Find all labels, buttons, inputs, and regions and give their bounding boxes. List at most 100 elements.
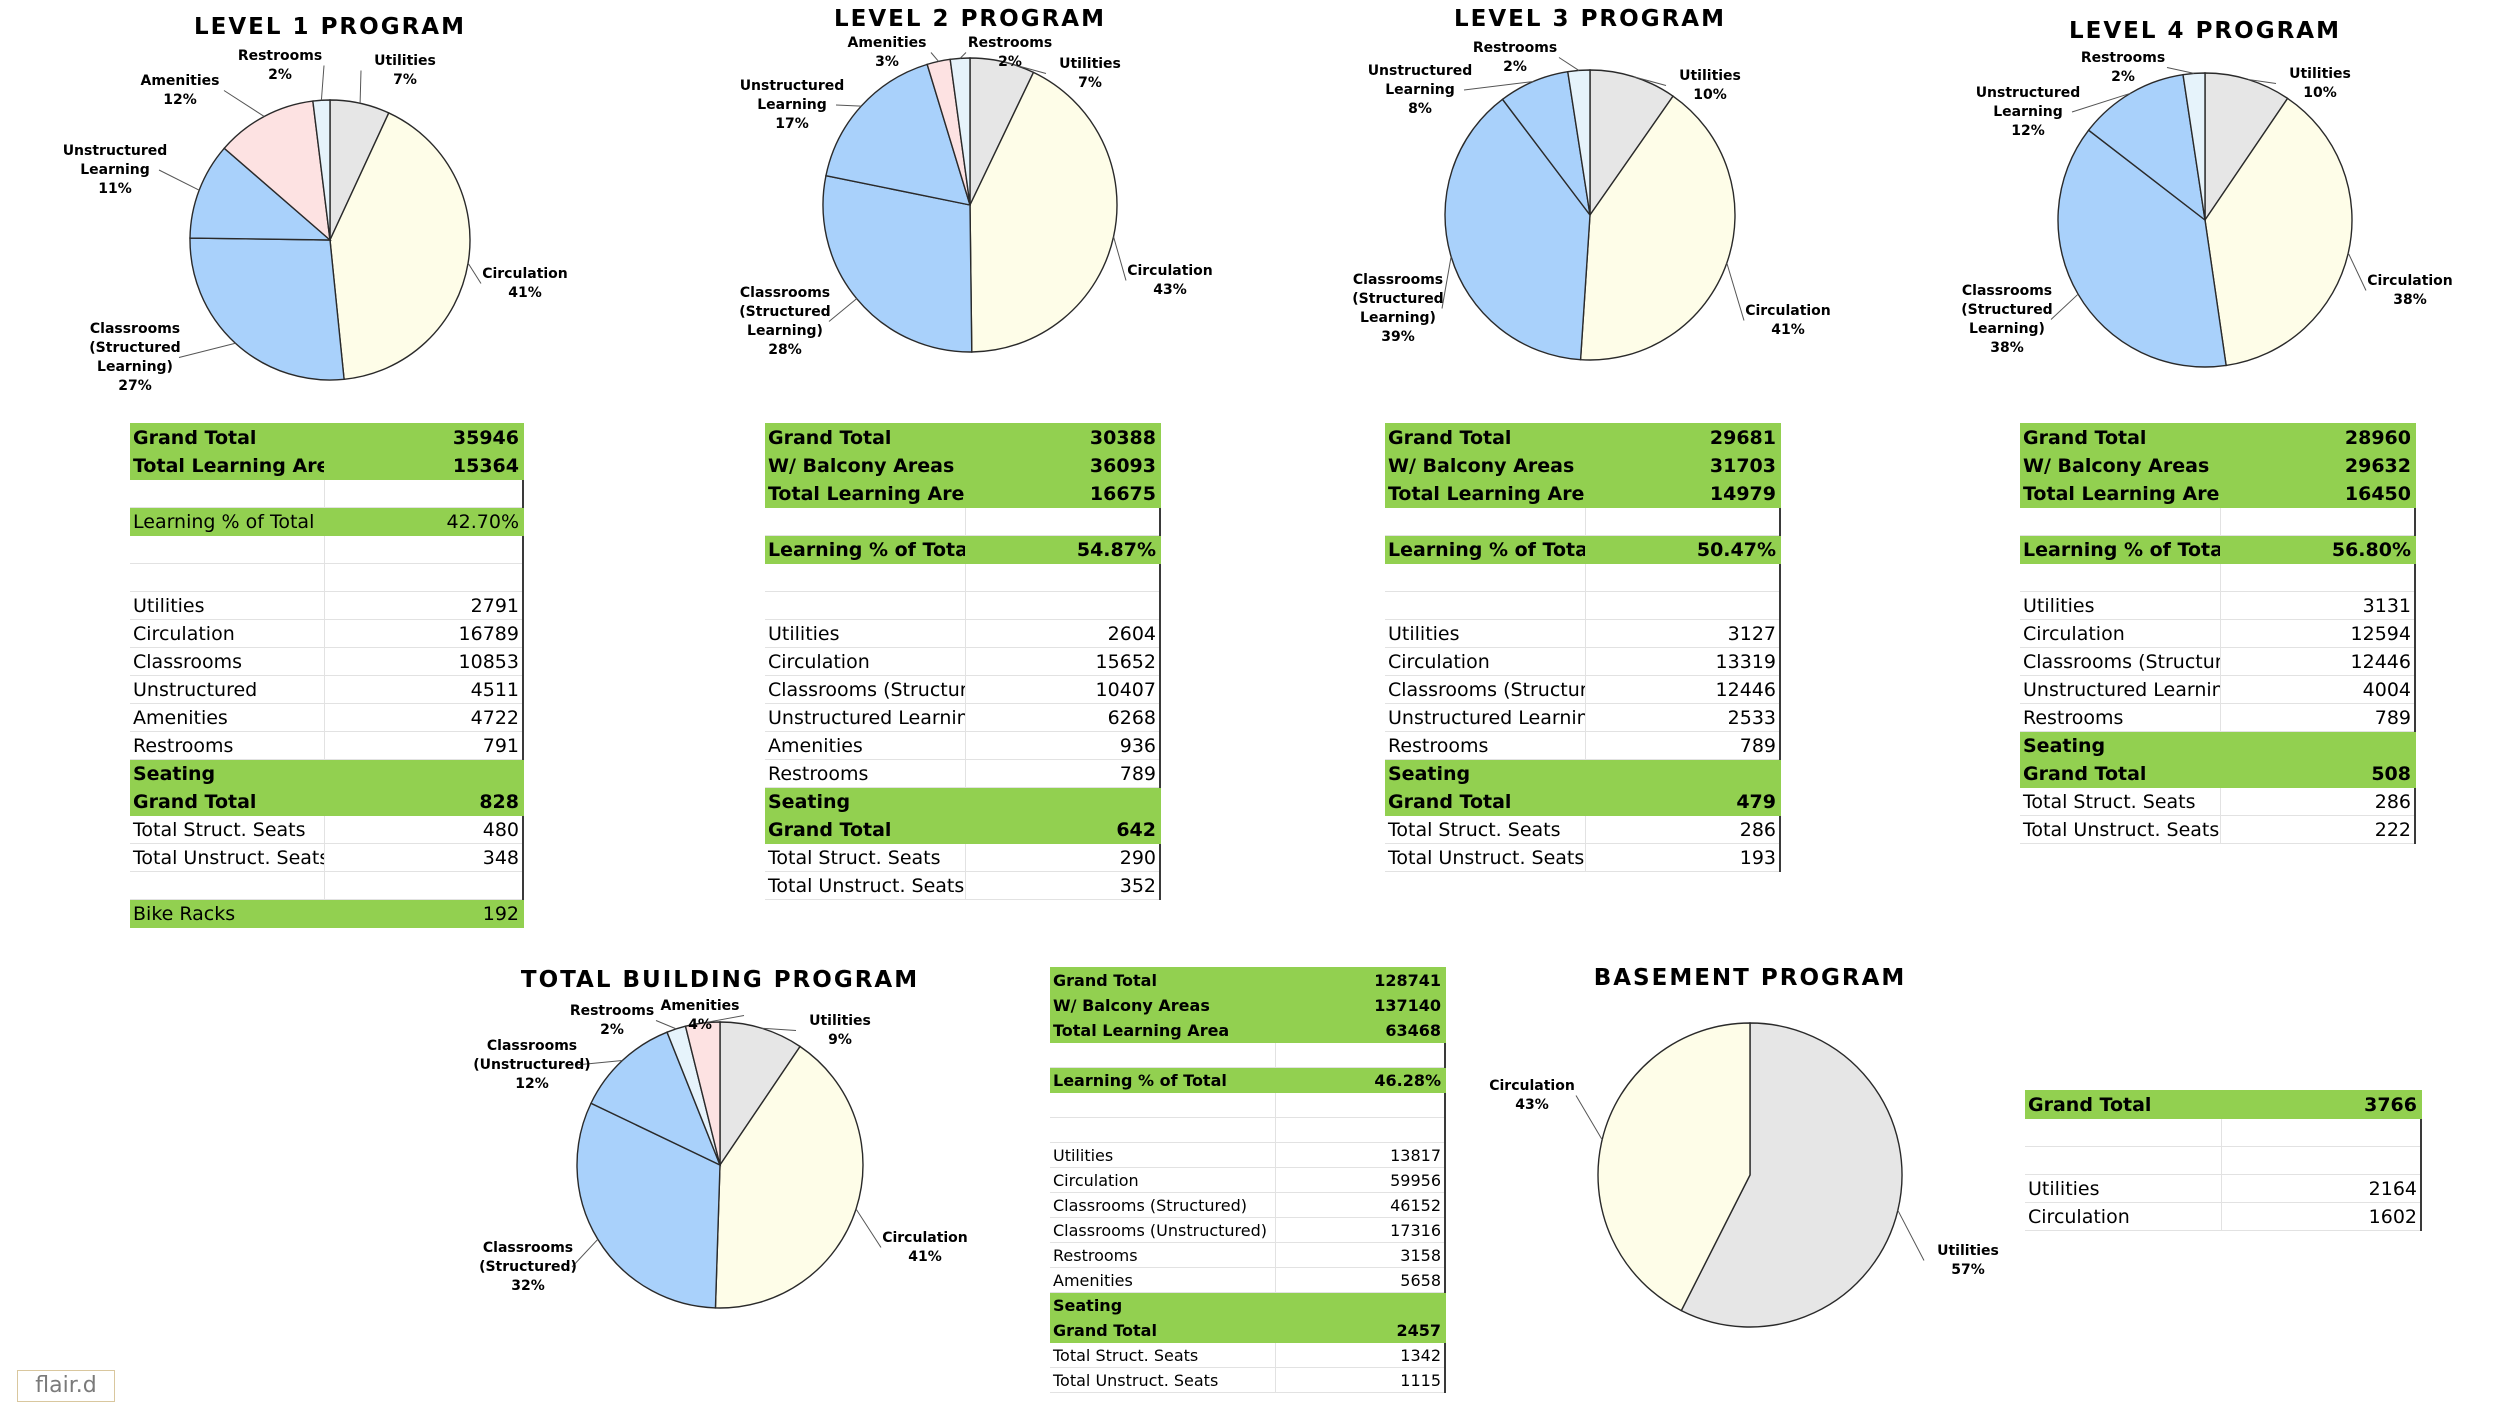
table-row <box>2025 1118 2422 1147</box>
level-1-table: Grand Total 35946 Total Learning Area 15364… <box>130 423 524 928</box>
slice-label: Classrooms (Unstructured) 12% <box>473 1038 590 1092</box>
slice-label-line: 11% <box>98 181 132 197</box>
row-value: 29632 <box>2219 451 2416 480</box>
slice-label-line: 41% <box>1771 322 1805 338</box>
leader-line <box>1558 57 1580 71</box>
table-row: Circulation 1602 <box>2025 1202 2422 1231</box>
slice-label-line: 8% <box>1408 101 1432 117</box>
slice-label-line: Amenities <box>140 73 219 89</box>
row-label: Classrooms (Structured <box>1385 675 1586 704</box>
table-row: Bike Racks 192 <box>130 899 524 928</box>
row-label: Restrooms <box>765 759 966 788</box>
row-label: Seating <box>2020 731 2221 760</box>
leader-line <box>930 52 939 62</box>
row-value: 2457 <box>1274 1317 1446 1343</box>
table-row: Learning % of Total 54.87% <box>765 535 1161 564</box>
row-value: 286 <box>1584 815 1781 844</box>
row-value: 3158 <box>1274 1242 1446 1268</box>
row-value: 15364 <box>323 451 524 480</box>
row-label: Seating <box>1385 759 1586 788</box>
leader-line <box>359 70 362 104</box>
pie-slice-unstructured-learning <box>189 147 332 241</box>
row-value: 63468 <box>1274 1017 1446 1043</box>
row-label: W/ Balcony Areas <box>765 451 966 480</box>
slice-label-line: Restrooms <box>2081 50 2165 66</box>
table-row: Grand Total 35946 <box>130 423 524 452</box>
leader-line <box>1633 76 1667 86</box>
row-value: 222 <box>2219 815 2416 844</box>
row-label: Classrooms (Structured <box>765 675 966 704</box>
table-row: Restrooms 789 <box>1385 731 1781 760</box>
row-value <box>323 871 524 900</box>
slice-label-line: Circulation <box>2367 273 2453 289</box>
table-row <box>1385 563 1781 592</box>
row-label <box>130 535 325 564</box>
table-row: Seating <box>2020 731 2416 760</box>
slice-label: Unstructured Learning 11% <box>63 143 168 197</box>
slice-label-line: Restrooms <box>1473 40 1557 56</box>
row-value: 936 <box>964 731 1161 760</box>
table-row <box>2020 507 2416 536</box>
table-row: Learning % of Total 56.80% <box>2020 535 2416 564</box>
slice-label-line: Learning) <box>747 323 823 339</box>
flair-d-logo: flair.d <box>17 1370 115 1402</box>
row-value: 4511 <box>323 675 524 704</box>
row-label: Total Struct. Seats <box>1050 1342 1276 1368</box>
row-label <box>130 871 325 900</box>
slice-label: Circulation 41% <box>482 266 568 301</box>
row-value: 128741 <box>1274 967 1446 993</box>
table-row <box>130 563 524 592</box>
row-label: Grand Total <box>130 423 325 452</box>
slice-label-line: Classrooms <box>90 321 180 337</box>
slice-label-line: 39% <box>1381 329 1415 345</box>
slice-label-line: 2% <box>268 67 292 83</box>
row-label <box>1050 1092 1276 1118</box>
slice-label-line: Circulation <box>882 1230 968 1246</box>
table-row: Classrooms (Structured) 46152 <box>1050 1192 1446 1218</box>
row-label: Seating <box>1050 1292 1276 1318</box>
table-row: W/ Balcony Areas 31703 <box>1385 451 1781 480</box>
slice-label-line: Circulation <box>1489 1078 1575 1094</box>
slice-label-line: 12% <box>515 1076 549 1092</box>
row-label: Classrooms (Unstructured) <box>1050 1217 1276 1243</box>
table-row: Grand Total 28960 <box>2020 423 2416 452</box>
row-label: Total Unstruct. Seats <box>1385 843 1586 872</box>
row-value <box>964 563 1161 592</box>
slice-label: Restrooms 2% <box>968 35 1052 70</box>
slice-label: Circulation 38% <box>2367 273 2453 308</box>
slice-label-line: 7% <box>393 72 417 88</box>
row-label: Total Struct. Seats <box>1385 815 1586 844</box>
level-4-pie-chart: LEVEL 4 PROGRAM Utilities 10% Circulation 38… <box>1960 10 2453 390</box>
row-value: 4004 <box>2219 675 2416 704</box>
row-label: Circulation <box>2020 619 2221 648</box>
slice-label-line: Unstructured <box>1976 85 2081 101</box>
slice-label-line: 38% <box>1990 340 2024 356</box>
slice-label-line: 57% <box>1951 1262 1985 1278</box>
table-row: Total Unstruct. Seats 352 <box>765 871 1161 900</box>
slice-label-line: Restrooms <box>968 35 1052 51</box>
row-label: Total Struct. Seats <box>2020 787 2221 816</box>
table-row: Total Unstruct. Seats 193 <box>1385 843 1781 872</box>
row-label: Classrooms <box>130 647 325 676</box>
pie-slice-utilities <box>1589 69 1675 218</box>
table-row: Circulation 15652 <box>765 647 1161 676</box>
table-row: Utilities 13817 <box>1050 1142 1446 1168</box>
slice-label-line: Utilities <box>374 53 436 69</box>
table-row: Classrooms 10853 <box>130 647 524 676</box>
chart-title: LEVEL 4 PROGRAM <box>2069 18 2341 44</box>
slice-label-line: (Structured <box>1961 302 2052 318</box>
slice-label-line: 4% <box>688 1017 712 1033</box>
table-row: Circulation 12594 <box>2020 619 2416 648</box>
table-row: Restrooms 791 <box>130 731 524 760</box>
table-row: Total Struct. Seats 480 <box>130 815 524 844</box>
row-label: Utilities <box>1050 1142 1276 1168</box>
row-label: Total Learning Area <box>1385 479 1586 508</box>
row-label: Seating <box>765 787 966 816</box>
row-value <box>323 563 524 592</box>
table-row: Utilities 2164 <box>2025 1174 2422 1203</box>
slice-label: Utilities 57% <box>1937 1243 1999 1278</box>
row-value: 286 <box>2219 787 2416 816</box>
slice-label: Unstructured Learning 12% <box>1976 85 2081 139</box>
chart-title: LEVEL 2 PROGRAM <box>834 6 1106 32</box>
table-row <box>1050 1092 1446 1118</box>
